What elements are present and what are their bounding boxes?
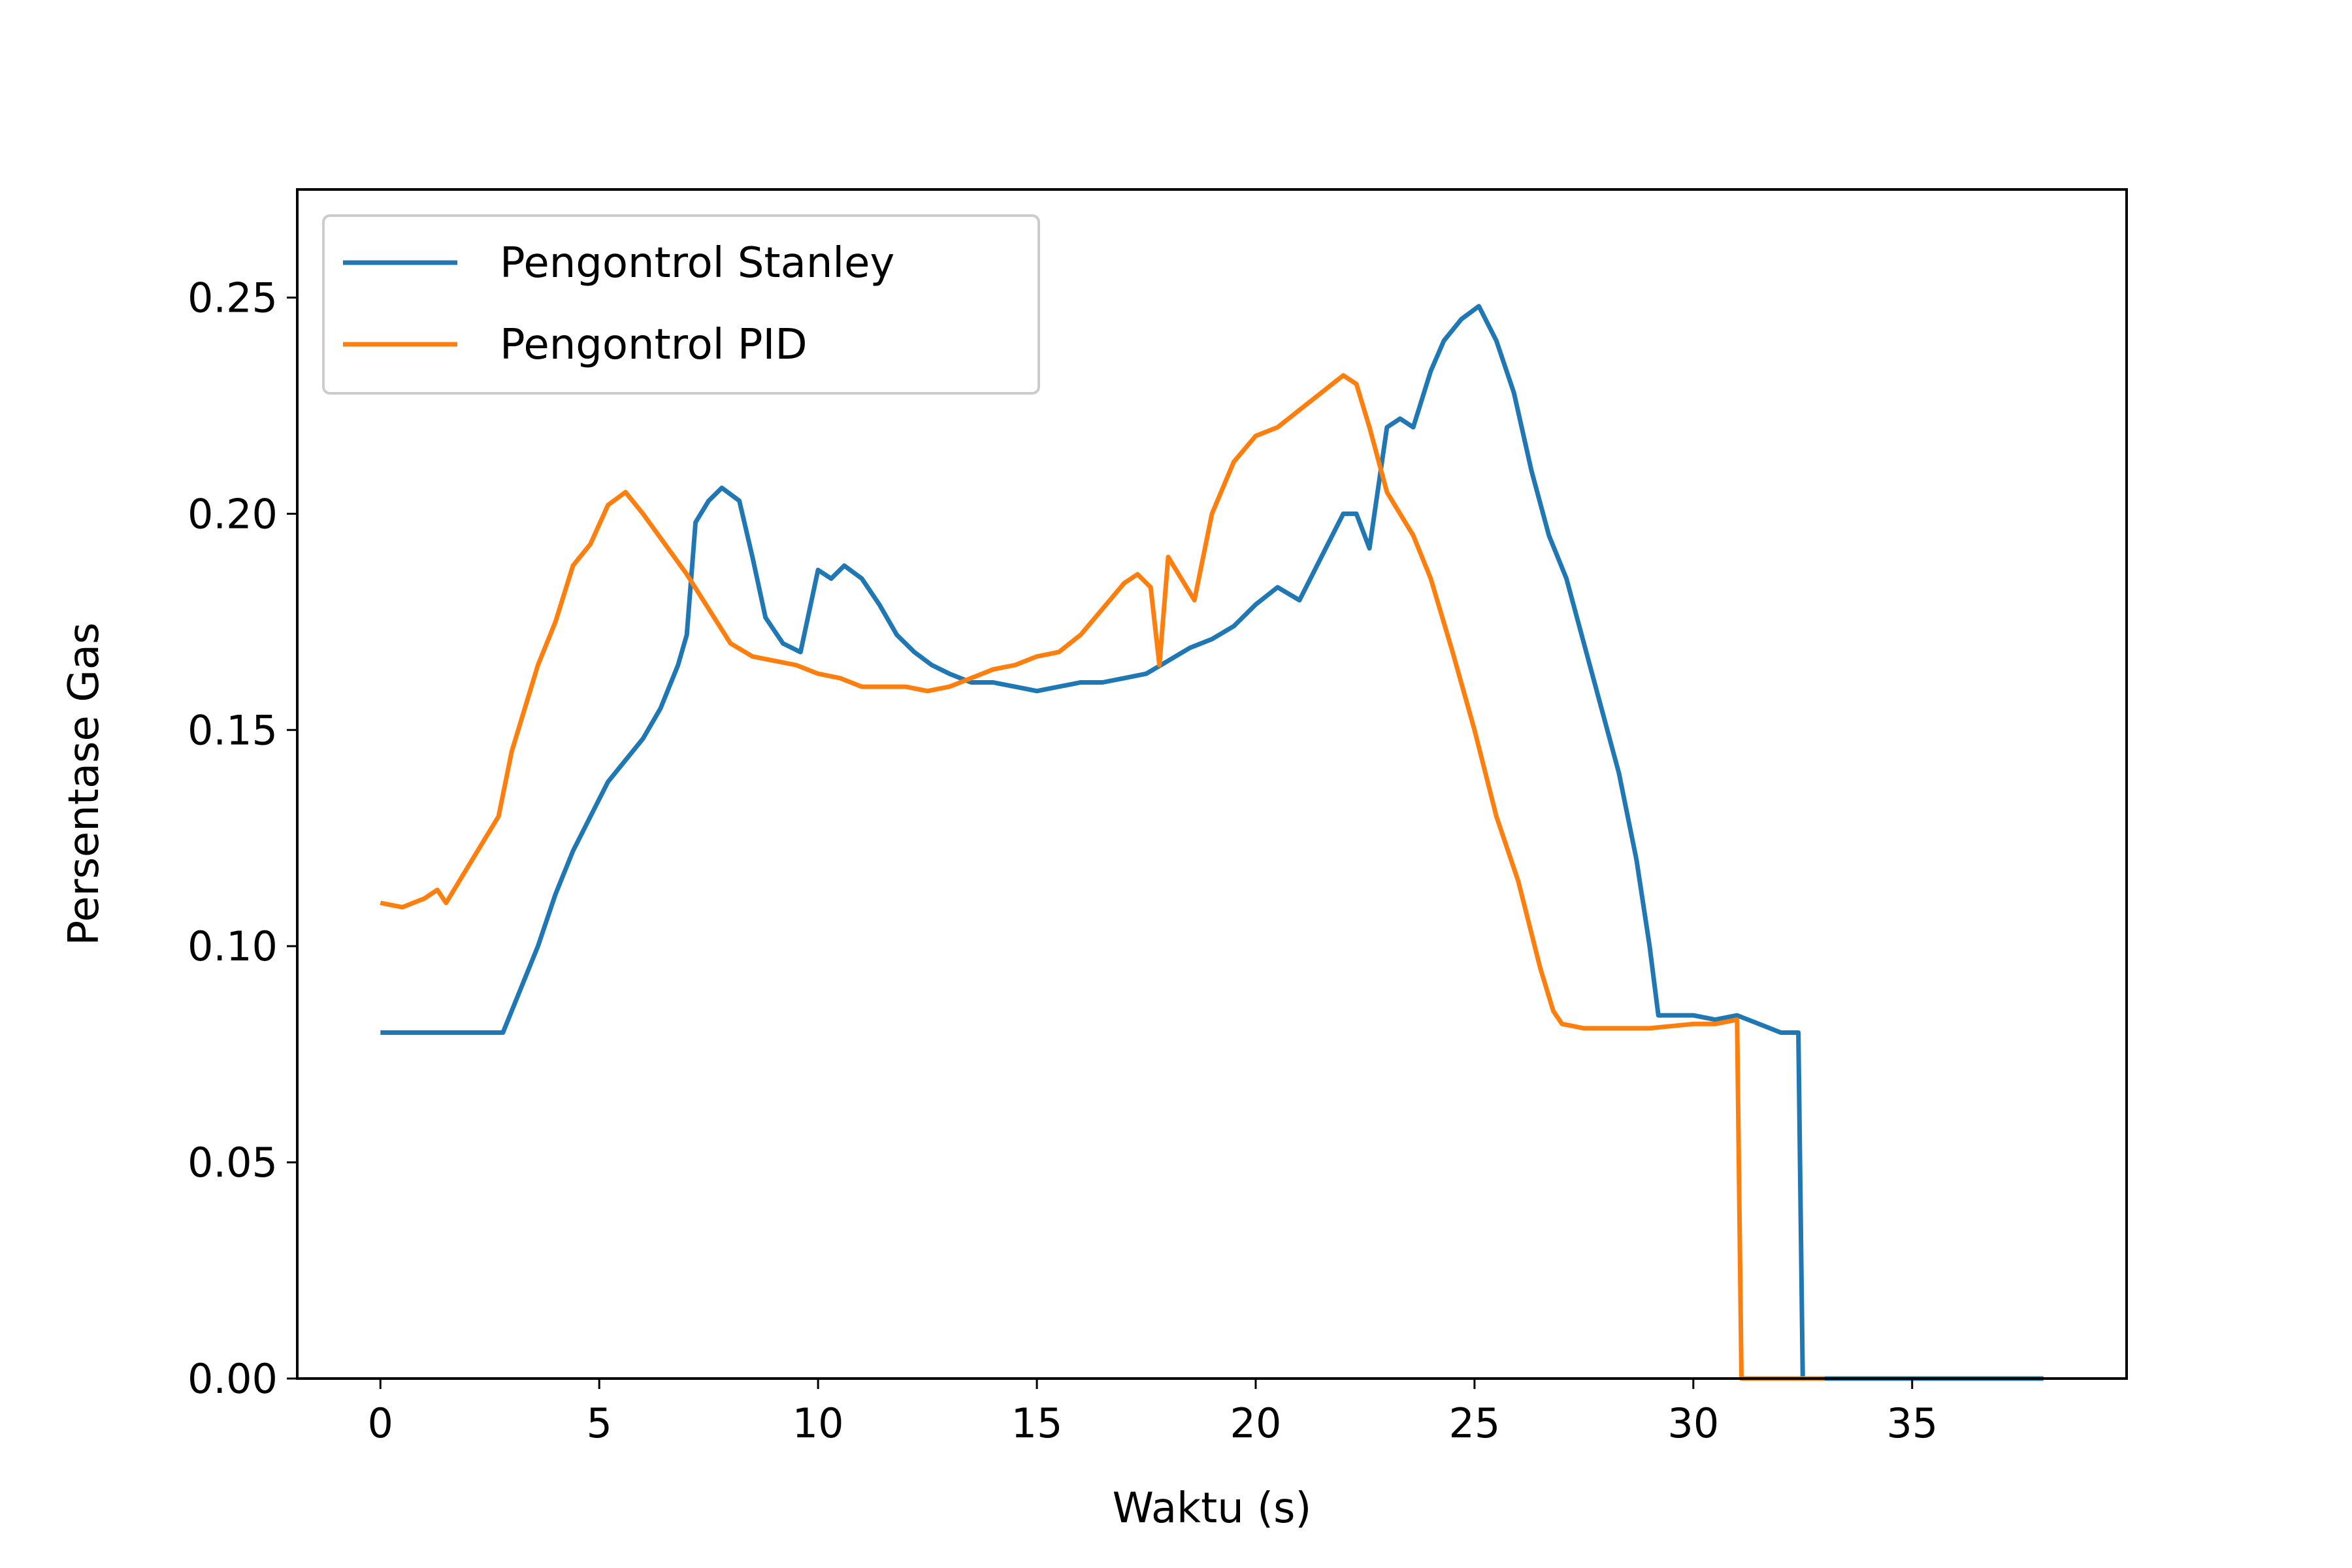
x-tick-label: 20 (1230, 1399, 1282, 1447)
legend-label: Pengontrol Stanley (500, 239, 894, 287)
series-line-0 (380, 304, 2044, 1381)
x-tick-label: 30 (1667, 1399, 1719, 1447)
x-axis: 0 5 10 15 20 25 30 35 (368, 1379, 1938, 1447)
y-tick-label: 0.20 (188, 490, 278, 538)
x-tick-label: 35 (1886, 1399, 1938, 1447)
y-axis-label: Persentase Gas (60, 623, 108, 946)
y-tick-label: 0.00 (188, 1355, 278, 1403)
series-layer (380, 304, 2044, 1381)
plot-frame (296, 188, 2128, 1380)
series-line-1 (380, 373, 1825, 1381)
y-tick-label: 0.25 (188, 274, 278, 321)
legend-box (322, 214, 1040, 395)
x-tick-label: 15 (1011, 1399, 1063, 1447)
y-axis: 0.00 0.05 0.10 0.15 0.20 0.25 (188, 274, 297, 1403)
legend: Pengontrol Stanley Pengontrol PID (322, 214, 1040, 395)
y-tick-label: 0.05 (188, 1139, 278, 1186)
y-tick-label: 0.15 (188, 706, 278, 754)
x-tick-label: 5 (586, 1399, 612, 1447)
x-tick-label: 25 (1448, 1399, 1500, 1447)
legend-label: Pengontrol PID (500, 321, 808, 369)
x-axis-label: Waktu (s) (1113, 1484, 1312, 1533)
y-tick-label: 0.10 (188, 923, 278, 970)
x-tick-label: 10 (792, 1399, 844, 1447)
x-tick-label: 0 (368, 1399, 393, 1447)
